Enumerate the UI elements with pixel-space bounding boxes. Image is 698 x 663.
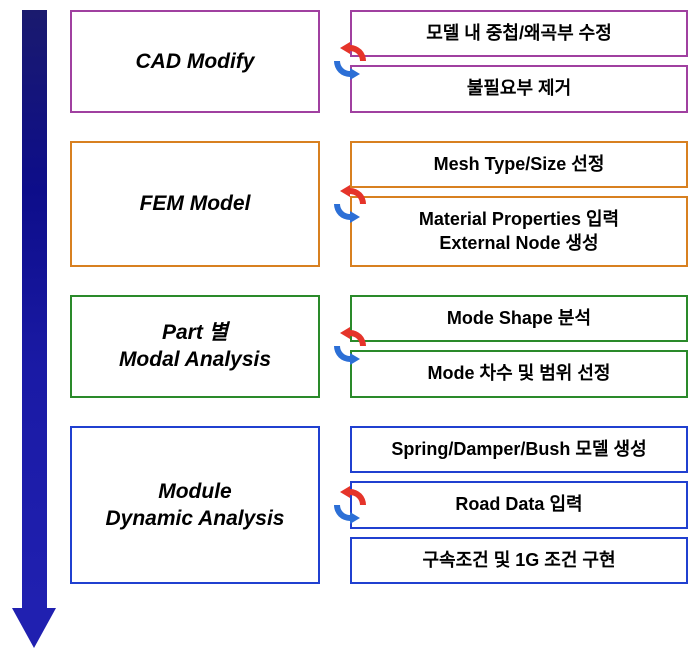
stage-items: 모델 내 중첩/왜곡부 수정 불필요부 제거 bbox=[350, 10, 688, 113]
stage-item: Mode 차수 및 범위 선정 bbox=[350, 350, 688, 397]
cycle-icon bbox=[328, 483, 372, 527]
stage-item: Mode Shape 분석 bbox=[350, 295, 688, 342]
arrow-head bbox=[12, 608, 56, 648]
stage-item: 모델 내 중첩/왜곡부 수정 bbox=[350, 10, 688, 57]
flow-arrow bbox=[12, 10, 57, 650]
stage-item: 불필요부 제거 bbox=[350, 65, 688, 112]
cycle-icon bbox=[328, 182, 372, 226]
stage-item: Road Data 입력 bbox=[350, 481, 688, 528]
stages-container: CAD Modify 모델 내 중첩/왜곡부 수정 불필요부 제거 FEM Mo… bbox=[70, 10, 688, 584]
stage-item: Spring/Damper/Bush 모델 생성 bbox=[350, 426, 688, 473]
cycle-icon bbox=[328, 324, 372, 368]
stage-items: Spring/Damper/Bush 모델 생성 Road Data 입력 구속… bbox=[350, 426, 688, 584]
stage-dynamic-analysis: ModuleDynamic Analysis Spring/Damper/Bus… bbox=[70, 426, 688, 584]
stage-items: Mesh Type/Size 선정 Material Properties 입력… bbox=[350, 141, 688, 267]
stage-modal-analysis: Part 별Modal Analysis Mode Shape 분석 Mode … bbox=[70, 295, 688, 398]
arrow-shaft bbox=[22, 10, 47, 610]
stage-cad-modify: CAD Modify 모델 내 중첩/왜곡부 수정 불필요부 제거 bbox=[70, 10, 688, 113]
stage-items: Mode Shape 분석 Mode 차수 및 범위 선정 bbox=[350, 295, 688, 398]
stage-fem-model: FEM Model Mesh Type/Size 선정 Material Pro… bbox=[70, 141, 688, 267]
stage-item: 구속조건 및 1G 조건 구현 bbox=[350, 537, 688, 584]
stage-title: FEM Model bbox=[70, 141, 320, 267]
stage-item: Mesh Type/Size 선정 bbox=[350, 141, 688, 188]
stage-title: Part 별Modal Analysis bbox=[70, 295, 320, 398]
stage-title: ModuleDynamic Analysis bbox=[70, 426, 320, 584]
cycle-icon bbox=[328, 39, 372, 83]
stage-item: Material Properties 입력External Node 생성 bbox=[350, 196, 688, 267]
stage-title: CAD Modify bbox=[70, 10, 320, 113]
